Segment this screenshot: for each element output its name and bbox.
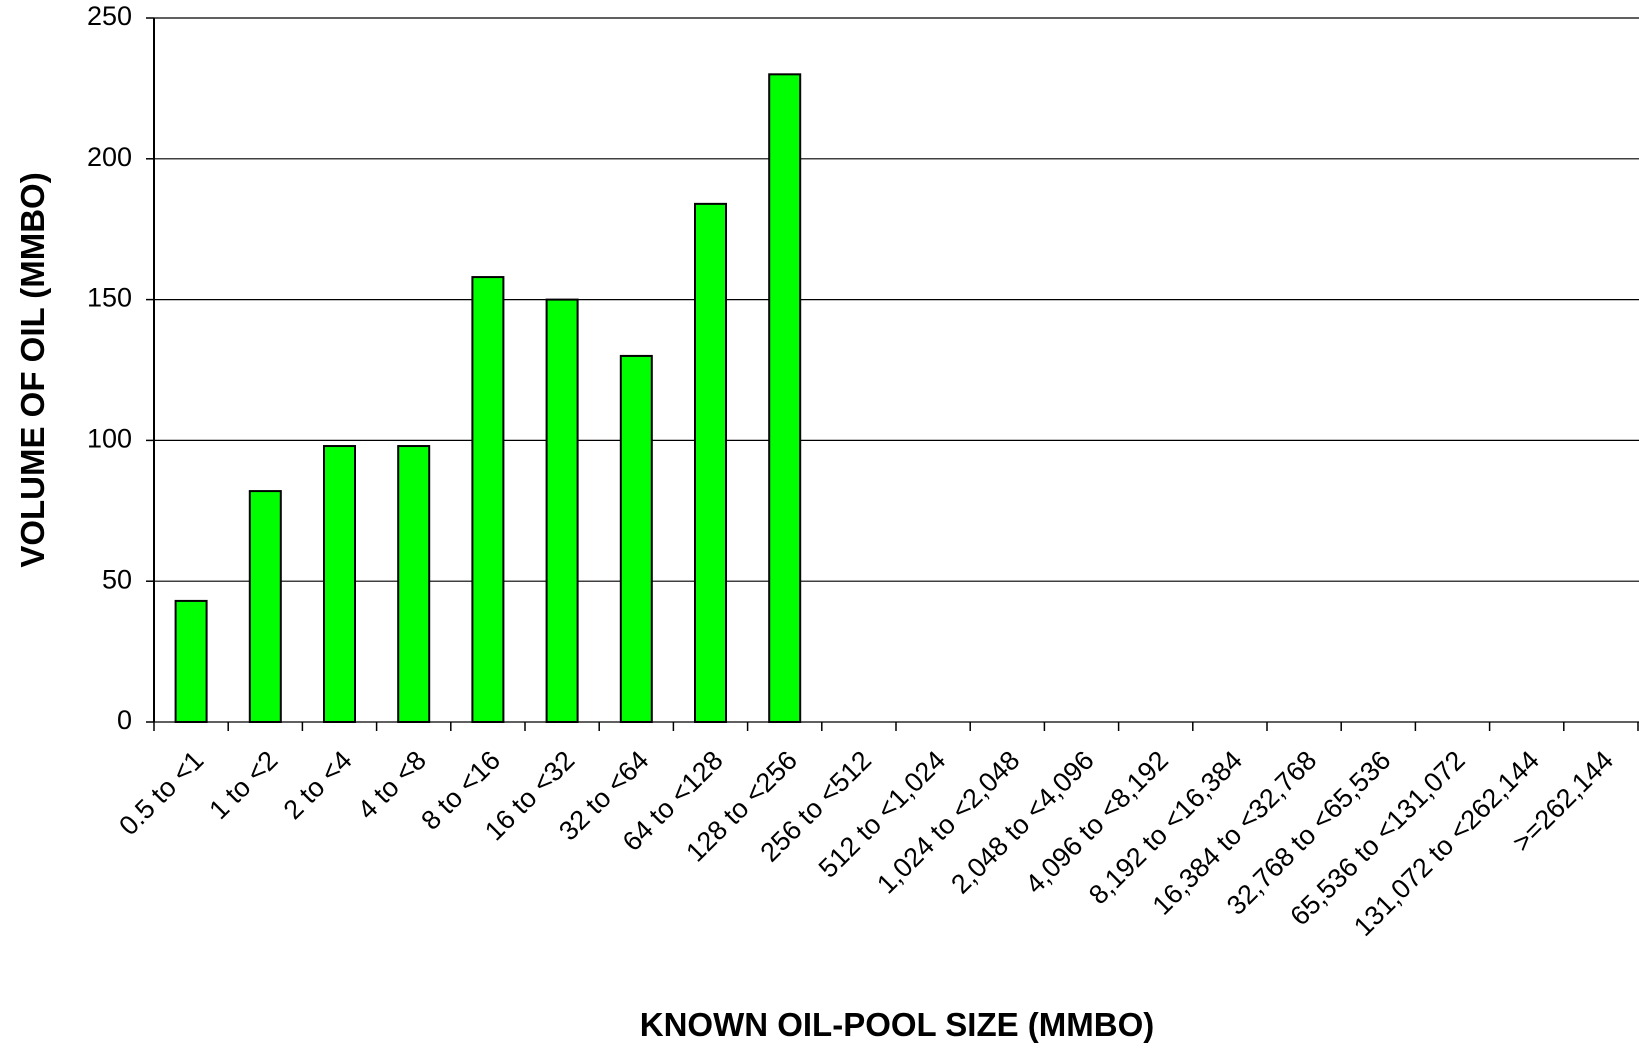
y-tick-label: 100 — [87, 424, 132, 454]
x-axis-title: KNOWN OIL-POOL SIZE (MMBO) — [640, 1006, 1155, 1043]
bar — [397, 445, 431, 723]
bar — [174, 599, 208, 723]
y-tick-label: 250 — [87, 1, 132, 31]
bar — [694, 202, 727, 723]
bar — [619, 354, 653, 723]
y-tick-label: 150 — [87, 283, 132, 313]
y-tick-label: 200 — [87, 142, 132, 172]
y-axis-title: VOLUME OF OIL (MMBO) — [14, 172, 51, 567]
bar — [471, 276, 505, 723]
bar — [323, 445, 356, 723]
x-tick-label: 0.5 to <1 — [113, 745, 209, 841]
x-tick-label: 512 to <1,024 — [813, 745, 952, 884]
bar — [248, 490, 282, 724]
x-tick-label: 2 to <4 — [278, 745, 358, 825]
x-tick-label: 1 to <2 — [203, 745, 283, 825]
y-tick-label: 0 — [117, 705, 132, 735]
bar — [545, 298, 579, 723]
bar — [768, 73, 802, 723]
y-tick-label: 50 — [102, 564, 132, 594]
